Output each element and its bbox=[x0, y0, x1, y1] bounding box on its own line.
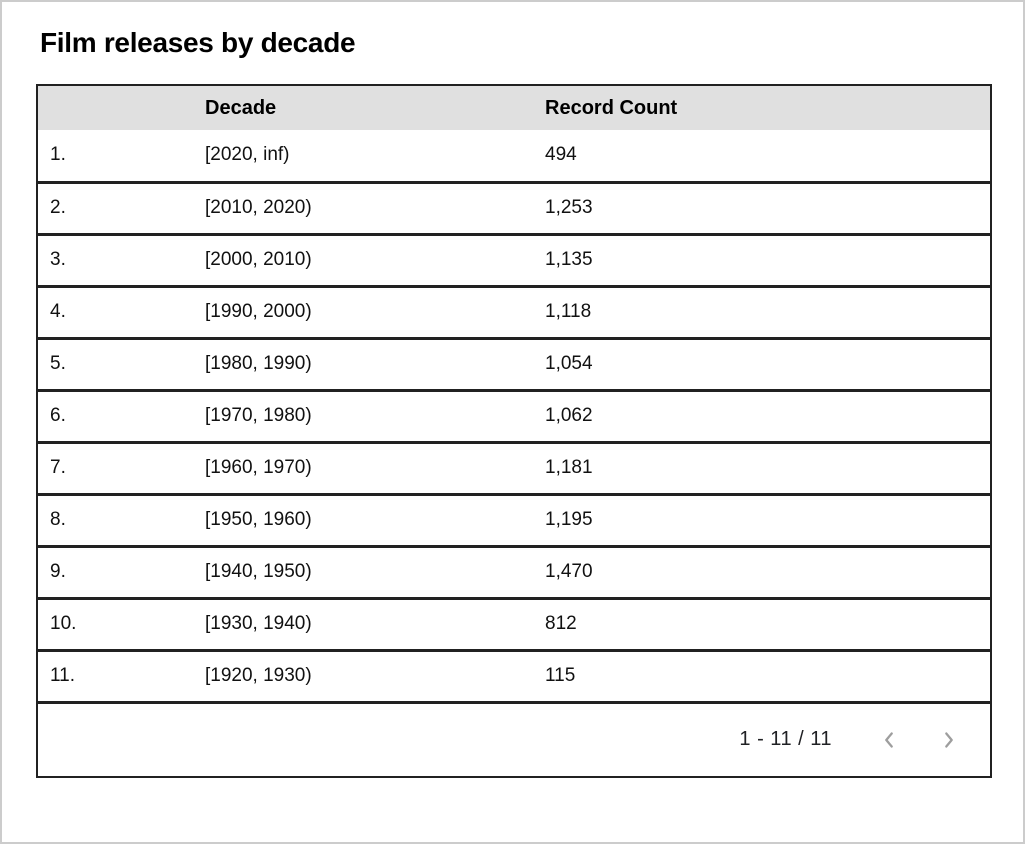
pagination: 1 - 11 / 11 bbox=[38, 704, 990, 777]
row-number: 1. bbox=[38, 130, 193, 182]
table-row: 7. [1960, 1970) 1,181 bbox=[38, 440, 990, 494]
page-title: Film releases by decade bbox=[40, 27, 356, 58]
table-row: 5. [1980, 1990) 1,054 bbox=[38, 336, 990, 390]
table-row: 11. [1920, 1930) 115 bbox=[38, 648, 990, 702]
chevron-right-icon bbox=[945, 732, 953, 748]
table-footer-row: 1 - 11 / 11 bbox=[38, 700, 990, 777]
row-decade: [1940, 1950) bbox=[193, 544, 533, 598]
next-page-button[interactable] bbox=[934, 725, 964, 755]
row-decade: [1960, 1970) bbox=[193, 440, 533, 494]
row-decade: [2020, inf) bbox=[193, 130, 533, 182]
table-row: 10. [1930, 1940) 812 bbox=[38, 596, 990, 650]
row-record-count: 1,195 bbox=[533, 492, 990, 546]
table-row: 8. [1950, 1960) 1,195 bbox=[38, 492, 990, 546]
row-number: 2. bbox=[38, 180, 193, 234]
row-record-count: 1,470 bbox=[533, 544, 990, 598]
row-decade: [1920, 1930) bbox=[193, 648, 533, 702]
table-row: 2. [2010, 2020) 1,253 bbox=[38, 180, 990, 234]
row-number: 11. bbox=[38, 648, 193, 702]
row-record-count: 1,135 bbox=[533, 232, 990, 286]
row-record-count: 1,253 bbox=[533, 180, 990, 234]
row-record-count: 1,062 bbox=[533, 388, 990, 442]
row-record-count: 1,054 bbox=[533, 336, 990, 390]
row-number: 8. bbox=[38, 492, 193, 546]
row-record-count: 812 bbox=[533, 596, 990, 650]
row-number: 3. bbox=[38, 232, 193, 286]
row-record-count: 1,181 bbox=[533, 440, 990, 494]
row-record-count: 494 bbox=[533, 130, 990, 182]
row-number: 6. bbox=[38, 388, 193, 442]
pagination-range-label: 1 - 11 / 11 bbox=[739, 728, 832, 751]
table-row: 1. [2020, inf) 494 bbox=[38, 130, 990, 182]
data-table: Decade Record Count 1. [2020, inf) 494 2… bbox=[36, 84, 992, 778]
row-record-count: 1,118 bbox=[533, 284, 990, 338]
row-decade: [1950, 1960) bbox=[193, 492, 533, 546]
row-decade: [1930, 1940) bbox=[193, 596, 533, 650]
row-decade: [2000, 2010) bbox=[193, 232, 533, 286]
table-row: 9. [1940, 1950) 1,470 bbox=[38, 544, 990, 598]
table-row: 3. [2000, 2010) 1,135 bbox=[38, 232, 990, 286]
film-releases-table: Decade Record Count 1. [2020, inf) 494 2… bbox=[38, 86, 990, 776]
row-number: 10. bbox=[38, 596, 193, 650]
row-record-count: 115 bbox=[533, 648, 990, 702]
row-number: 9. bbox=[38, 544, 193, 598]
col-header-decade[interactable]: Decade bbox=[193, 86, 533, 130]
row-number: 5. bbox=[38, 336, 193, 390]
prev-page-button[interactable] bbox=[874, 725, 904, 755]
col-header-record-count[interactable]: Record Count bbox=[533, 86, 990, 130]
table-row: 4. [1990, 2000) 1,118 bbox=[38, 284, 990, 338]
row-number: 7. bbox=[38, 440, 193, 494]
row-decade: [1970, 1980) bbox=[193, 388, 533, 442]
row-decade: [1980, 1990) bbox=[193, 336, 533, 390]
row-decade: [2010, 2020) bbox=[193, 180, 533, 234]
chevron-left-icon bbox=[885, 732, 893, 748]
row-decade: [1990, 2000) bbox=[193, 284, 533, 338]
table-row: 6. [1970, 1980) 1,062 bbox=[38, 388, 990, 442]
col-header-row-number bbox=[38, 86, 193, 130]
row-number: 4. bbox=[38, 284, 193, 338]
table-header-row: Decade Record Count bbox=[38, 86, 990, 130]
